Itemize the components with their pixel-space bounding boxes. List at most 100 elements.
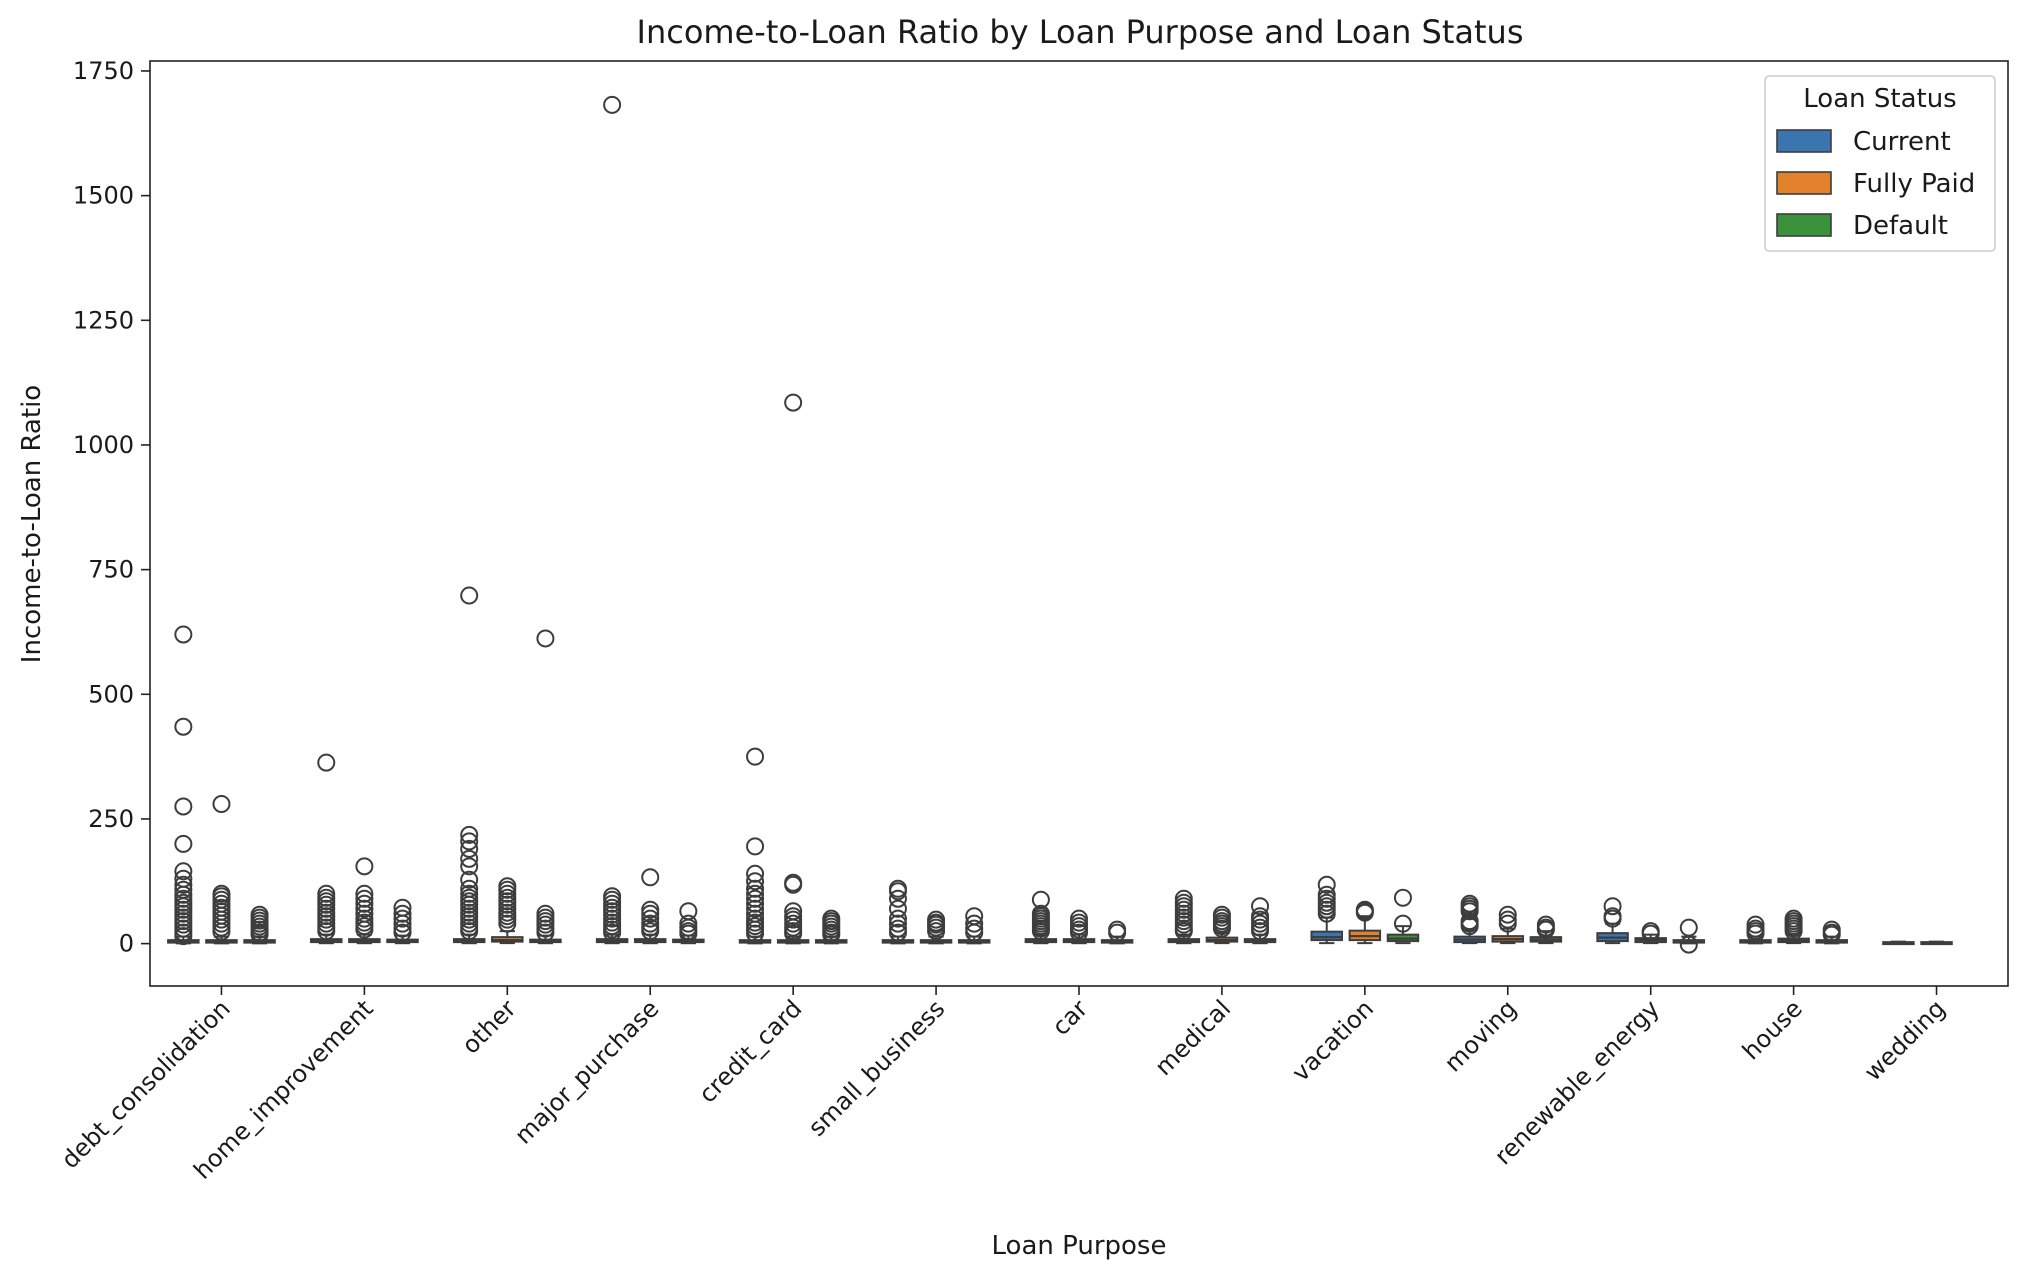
box (1310, 930, 1343, 942)
outlier-point (317, 922, 336, 941)
outlier-point (393, 904, 412, 923)
series-current (167, 95, 1915, 946)
outlier-point (888, 914, 907, 933)
outlier-point (784, 393, 803, 412)
outlier-point (393, 914, 412, 933)
outlier-point (1355, 903, 1374, 922)
y-tick-label: 750 (88, 556, 134, 584)
outlier-point (536, 923, 555, 942)
legend-swatch (1776, 213, 1832, 237)
outlier-point (460, 839, 479, 858)
outlier-point (746, 899, 765, 918)
y-tick-label: 0 (119, 930, 134, 958)
y-tick-label: 500 (88, 680, 134, 708)
outlier-point (746, 924, 765, 943)
outlier-point (641, 904, 660, 923)
outlier-point (174, 927, 193, 946)
outlier-point (174, 875, 193, 894)
outlier-point (1212, 919, 1231, 938)
y-tick-label: 250 (88, 805, 134, 833)
legend: Loan Status Current Fully Paid Default (1764, 75, 1996, 252)
outlier-point (536, 629, 555, 648)
plot-area (167, 95, 1953, 954)
outlier-point (1108, 923, 1127, 942)
outlier-point (746, 884, 765, 903)
outlier-point (174, 625, 193, 644)
outlier-point (679, 924, 698, 943)
outlier-point (746, 894, 765, 913)
outlier-point (1393, 914, 1412, 933)
outlier-point (355, 899, 374, 918)
outlier-point (746, 872, 765, 891)
outlier-point (1603, 909, 1622, 928)
outlier-point (393, 909, 412, 928)
outlier-point (460, 586, 479, 605)
outlier-point (460, 857, 479, 876)
outlier-point (1460, 902, 1479, 921)
outlier-point (784, 875, 803, 894)
outlier-point (460, 825, 479, 844)
outlier-point (746, 864, 765, 883)
y-tick-label: 1250 (73, 306, 134, 334)
outlier-point (355, 920, 374, 939)
chart-title: Income-to-Loan Ratio by Loan Purpose and… (637, 13, 1524, 51)
outlier-point (498, 914, 517, 933)
legend-entries: Current Fully Paid Default (1776, 127, 1975, 241)
outlier-point (1679, 935, 1698, 954)
outlier-point (888, 882, 907, 901)
outlier-point (1746, 924, 1765, 943)
outlier-point (393, 923, 412, 942)
outlier-point (355, 889, 374, 908)
legend-label: Default (1853, 211, 1948, 241)
outlier-point (784, 924, 803, 943)
legend-label: Current (1853, 127, 1951, 157)
outlier-point (460, 922, 479, 941)
outlier-point (1317, 875, 1336, 894)
outlier-point (174, 862, 193, 881)
outlier-point (212, 922, 231, 941)
outlier-point (746, 747, 765, 766)
y-axis: 0 250 500 750 1000 1250 1500 1750 (73, 57, 150, 958)
outlier-point (1498, 905, 1517, 924)
x-axis-title: Loan Purpose (992, 1231, 1167, 1261)
outlier-point (822, 925, 841, 944)
outlier-point (1784, 922, 1803, 941)
legend-label: Fully Paid (1853, 169, 1975, 199)
outlier-point (460, 849, 479, 868)
outlier-point (212, 794, 231, 813)
outlier-point (355, 884, 374, 903)
outlier-point (888, 899, 907, 918)
legend-swatch (1776, 129, 1832, 153)
outlier-point (174, 797, 193, 816)
y-tick-label: 1750 (73, 57, 134, 85)
outlier-point (888, 923, 907, 942)
series-fully-paid (205, 393, 1953, 946)
outlier-point (1070, 923, 1088, 942)
outlier-point (460, 870, 479, 889)
outlier-point (250, 925, 269, 944)
outlier-point (965, 923, 984, 942)
outlier-point (355, 894, 374, 913)
outlier-point (641, 868, 660, 887)
outlier-point (888, 909, 907, 928)
outlier-point (603, 95, 622, 114)
outlier-point (1641, 924, 1660, 943)
y-tick-label: 1000 (73, 431, 134, 459)
y-tick-label: 1500 (73, 182, 134, 210)
outlier-point (927, 922, 946, 941)
outlier-point (1031, 922, 1050, 941)
outlier-point (174, 717, 193, 736)
legend-swatch (1776, 171, 1832, 195)
outlier-point (888, 889, 907, 908)
outlier-point (1536, 920, 1555, 939)
outlier-point (1251, 922, 1270, 941)
outlier-point (965, 914, 984, 933)
outlier-point (355, 857, 374, 876)
outlier-point (1603, 897, 1622, 916)
outlier-point (641, 922, 660, 941)
outlier-point (1174, 922, 1193, 941)
legend-box (1764, 75, 1996, 252)
